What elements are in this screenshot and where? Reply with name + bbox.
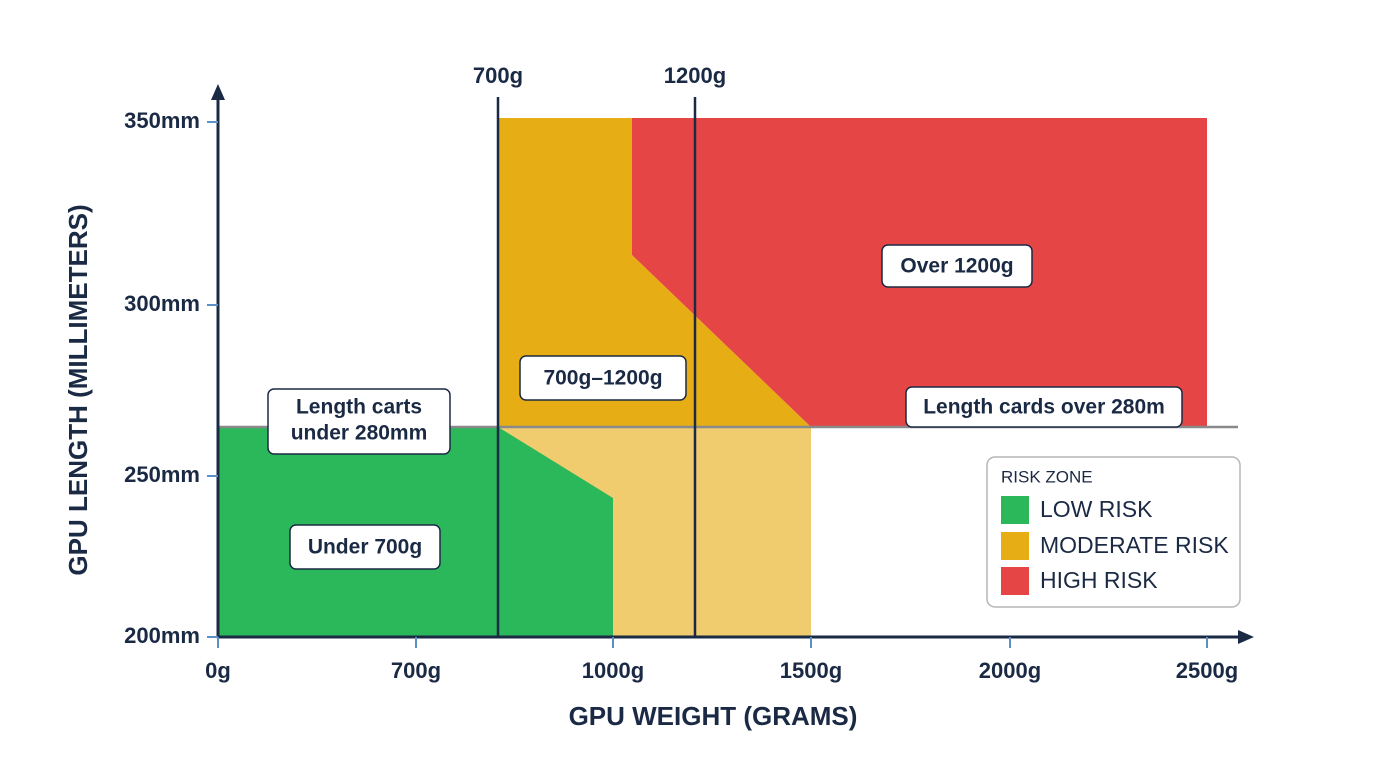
x-axis-arrow: [1238, 630, 1254, 644]
zone-label: 700g–1200g: [543, 367, 662, 390]
label-box: [905, 386, 1183, 428]
x-tick-label: 700g: [391, 658, 441, 683]
y-tick-label: 200mm: [124, 623, 200, 648]
marker-label: 1200g: [664, 63, 726, 88]
legend-title: RISK ZONE: [1001, 467, 1093, 486]
x-tick-label: 2000g: [979, 658, 1041, 683]
y-tick-label: 300mm: [124, 291, 200, 316]
x-tick-label: 1000g: [582, 658, 644, 683]
y-axis-arrow: [211, 84, 225, 100]
zone-label: Length carts: [296, 396, 422, 419]
x-ticks: 0g 700g 1000g 1500g 2000g 2500g: [205, 637, 1238, 683]
label-box: [267, 388, 451, 455]
y-axis-title: GPU LENGTH (MILLIMETERS): [63, 204, 93, 575]
y-tick-label: 350mm: [124, 108, 200, 133]
zone-label: Length cards over 280m: [923, 396, 1165, 419]
moderate-risk-zone: [498, 118, 811, 427]
legend-item: LOW RISK: [1040, 496, 1153, 522]
label-box: [519, 355, 687, 401]
x-tick-label: 0g: [205, 658, 231, 683]
legend-item: MODERATE RISK: [1040, 532, 1229, 558]
legend-swatch: [1001, 567, 1029, 595]
zone-label: under 280mm: [291, 422, 428, 445]
label-box: [881, 244, 1033, 288]
legend-item: HIGH RISK: [1040, 567, 1158, 593]
y-ticks: 350mm 300mm 250mm 200mm: [124, 108, 218, 648]
zone-label: Under 700g: [308, 536, 422, 559]
legend-swatch: [1001, 496, 1029, 524]
legend: [986, 456, 1241, 608]
label-box: [289, 524, 441, 570]
y-tick-label: 250mm: [124, 462, 200, 487]
x-tick-label: 2500g: [1176, 658, 1238, 683]
x-tick-label: 1500g: [780, 658, 842, 683]
legend-swatch: [1001, 532, 1029, 560]
x-axis-title: GPU WEIGHT (GRAMS): [569, 701, 858, 731]
zone-label: Over 1200g: [900, 255, 1013, 278]
marker-label: 700g: [473, 63, 523, 88]
